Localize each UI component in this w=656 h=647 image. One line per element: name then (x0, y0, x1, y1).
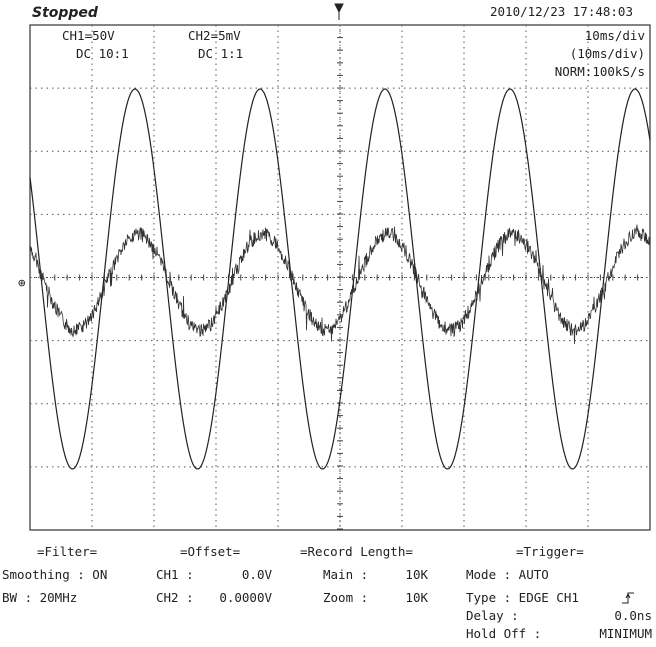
trigger-label: Delay : (466, 608, 519, 623)
zoom-timebase: (10ms/div) (570, 46, 645, 61)
trigger-label: Hold Off : (466, 626, 541, 641)
offset-value: 0.0V (242, 567, 273, 582)
trigger-type: Type : EDGE CH1 (466, 590, 579, 605)
trigger-value: MINIMUM (599, 626, 652, 641)
ground-marker: ⊕ (18, 275, 26, 290)
sampling: NORM:100kS/s (555, 64, 645, 79)
trigger-value: 0.0ns (614, 608, 652, 623)
status: Stopped (32, 5, 99, 21)
record-label: Zoom : (323, 590, 368, 605)
trigger-marker (335, 4, 343, 20)
timebase: 10ms/div (585, 28, 645, 43)
trigger-title: =Trigger= (516, 544, 584, 559)
filter-title: =Filter= (37, 544, 97, 559)
trigger-mode: Mode : AUTO (466, 567, 549, 582)
oscilloscope-screen: ⊕ Stopped 2010/12/23 17:48:03 CH1=50V DC… (0, 0, 656, 647)
edge-icon (622, 593, 634, 603)
offset-label: CH1 : (156, 567, 194, 582)
graticule (30, 25, 650, 530)
offset-title: =Offset= (180, 544, 240, 559)
ch1-scale: CH1=50V (62, 28, 115, 43)
record-value: 10K (405, 590, 428, 605)
offset-label: CH2 : (156, 590, 194, 605)
offset-value: 0.0000V (219, 590, 272, 605)
timestamp: 2010/12/23 17:48:03 (490, 4, 633, 19)
ch1-coupling: DC 10:1 (76, 46, 129, 61)
record-title: =Record Length= (300, 544, 413, 559)
filter-bandwidth: BW : 20MHz (2, 590, 77, 605)
filter-smoothing: Smoothing : ON (2, 567, 107, 582)
ch2-scale: CH2=5mV (188, 28, 241, 43)
ch2-coupling: DC 1:1 (198, 46, 243, 61)
record-value: 10K (405, 567, 428, 582)
record-label: Main : (323, 567, 368, 582)
